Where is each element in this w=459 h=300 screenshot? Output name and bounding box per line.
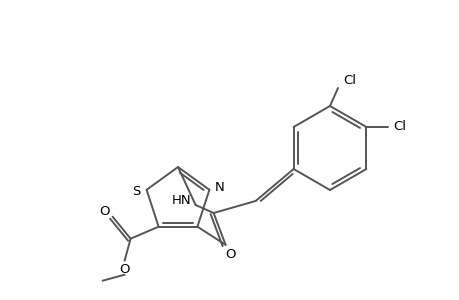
- Text: N: N: [214, 181, 224, 194]
- Text: O: O: [119, 263, 129, 276]
- Text: Cl: Cl: [342, 74, 355, 86]
- Text: HN: HN: [172, 194, 191, 206]
- Text: O: O: [99, 205, 110, 218]
- Text: Cl: Cl: [392, 121, 405, 134]
- Text: S: S: [132, 185, 140, 198]
- Text: O: O: [225, 248, 235, 260]
